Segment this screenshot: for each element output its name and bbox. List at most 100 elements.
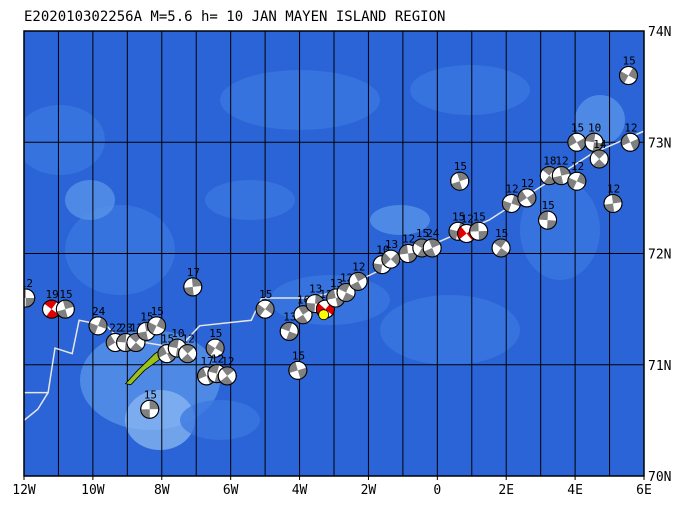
- lat-tick-label: 73N: [648, 136, 671, 151]
- beachball-quadrant: [478, 230, 488, 241]
- map-border: [23, 30, 645, 477]
- beachball-quadrant: [221, 366, 235, 376]
- beachball-outline: [293, 305, 313, 325]
- magnitude-label: 12: [182, 333, 195, 346]
- beachball-quadrant: [414, 238, 427, 248]
- beachball-quadrant: [381, 252, 391, 266]
- focal-mechanism: 12: [567, 160, 587, 191]
- focal-mechanism: 15: [619, 55, 638, 85]
- focal-mechanism: 12: [517, 177, 537, 208]
- lon-tick-label: 6W: [223, 483, 239, 498]
- beachball-outline: [255, 299, 275, 319]
- lon-tick-label: 2E: [498, 483, 514, 498]
- beachball-quadrant: [526, 192, 536, 206]
- beachball-quadrant: [538, 211, 549, 221]
- focal-mechanism: 15: [538, 199, 558, 230]
- magnitude-label: 15: [542, 199, 555, 212]
- beachball-quadrant: [147, 321, 157, 334]
- magnitude-label: 10: [171, 327, 184, 340]
- beachball-quadrant: [206, 343, 216, 356]
- beachball-outline: [140, 399, 160, 419]
- focal-mechanism: 12: [551, 155, 571, 186]
- bathymetry-patch: [370, 205, 430, 235]
- beachball-quadrant: [181, 344, 195, 354]
- beachball-quadrant: [552, 175, 564, 185]
- bathymetry-patch: [24, 105, 105, 175]
- magnitude-label: 24: [92, 305, 106, 318]
- focal-mechanism: 12: [178, 333, 198, 364]
- beachball-quadrant: [390, 252, 400, 266]
- beachball-quadrant: [350, 281, 363, 291]
- beachball-quadrant: [191, 277, 202, 287]
- magnitude-label: 18: [543, 155, 556, 168]
- beachball-outline: [491, 238, 511, 258]
- beachball-outline: [538, 210, 558, 230]
- magnitude-label: 15: [209, 327, 222, 340]
- beachball-outline: [147, 316, 167, 336]
- beachball-outline: [469, 221, 489, 241]
- magnitude-label: 22: [109, 322, 122, 335]
- focal-mechanism: 24: [422, 227, 442, 258]
- beachball-quadrant: [353, 272, 367, 282]
- beachball-quadrant: [619, 71, 629, 84]
- magnitude-label: 15: [144, 388, 157, 401]
- magnitude-label: 15: [292, 349, 305, 362]
- focal-mechanism: 15: [205, 327, 225, 358]
- beachball-quadrant: [399, 244, 409, 255]
- magnitude-label: 15: [495, 227, 508, 240]
- focal-mechanism: 17: [183, 266, 203, 297]
- beachball-outline: [205, 338, 225, 358]
- focal-mechanism: 12: [20, 277, 36, 308]
- beachball-outline: [567, 171, 587, 191]
- focal-mechanism: 12: [217, 355, 237, 386]
- beachball-quadrant: [215, 340, 225, 353]
- beachball-quadrant: [156, 317, 166, 330]
- lon-tick-label: 2W: [361, 483, 377, 498]
- magnitude-label: 24: [426, 227, 440, 240]
- beachball-quadrant: [129, 342, 143, 352]
- magnitude-label: 12: [461, 212, 474, 225]
- magnitude-label: 10: [588, 121, 601, 134]
- focal-mechanism: 15: [255, 288, 275, 319]
- beachball-outline: [288, 360, 308, 380]
- beachball-quadrant: [337, 283, 350, 293]
- beachball-quadrant: [611, 194, 622, 204]
- focal-mechanism: 12: [603, 182, 623, 213]
- bathymetry-patch: [65, 180, 115, 220]
- magnitude-label: 12: [20, 277, 33, 290]
- lon-tick-label: 4W: [292, 483, 308, 498]
- beachball-quadrant: [604, 203, 615, 213]
- beachball-quadrant: [46, 309, 59, 319]
- bathymetry-patch: [575, 95, 625, 145]
- magnitude-label: 12: [211, 353, 224, 366]
- magnitude-label: 12: [624, 121, 637, 134]
- focal-mechanism: 15: [450, 160, 470, 191]
- beachball-outline: [589, 149, 609, 169]
- magnitude-label: 15: [452, 210, 465, 223]
- beachball-quadrant: [295, 314, 308, 324]
- beachball-outline: [517, 188, 537, 208]
- focal-mechanism: 24: [88, 305, 108, 336]
- magnitude-label: 12: [402, 233, 415, 246]
- magnitude-label: 12: [571, 160, 584, 173]
- focal-mechanism: 13: [279, 310, 299, 341]
- beachball-quadrant: [265, 301, 275, 315]
- focal-mechanism: 12: [501, 182, 521, 213]
- focal-mechanism: 12: [620, 121, 640, 152]
- epicenter-marker: [318, 309, 330, 321]
- magnitude-label: 23: [120, 322, 133, 335]
- beachball-quadrant: [457, 226, 467, 240]
- focal-mechanism: 15: [147, 305, 167, 336]
- magnitude-label: 12: [352, 260, 365, 273]
- magnitude-label: 19: [46, 288, 59, 301]
- magnitude-label: 15: [454, 160, 467, 173]
- beachball-outline: [217, 366, 237, 386]
- beachball-quadrant: [449, 229, 458, 240]
- beachball-quadrant: [495, 247, 509, 257]
- map-title: E202010302256A M=5.6 h= 10 JAN MAYEN ISL…: [24, 9, 445, 25]
- magnitude-label: 15: [259, 288, 272, 301]
- beachball-quadrant: [149, 400, 159, 410]
- beachball-outline: [279, 321, 299, 341]
